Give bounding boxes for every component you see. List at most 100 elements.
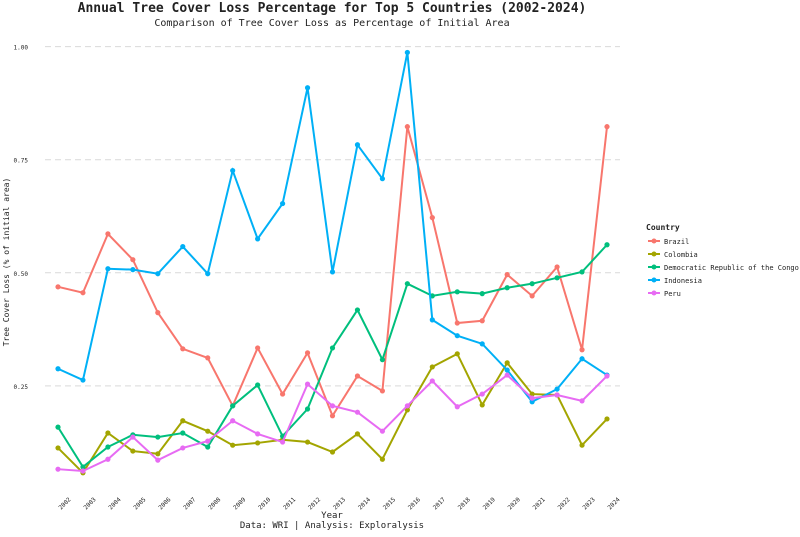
data-point (155, 434, 161, 440)
data-point (554, 386, 560, 392)
data-point (80, 290, 86, 296)
chart-title: Annual Tree Cover Loss Percentage for To… (78, 1, 587, 16)
legend-dot (651, 251, 657, 257)
data-point (504, 372, 510, 378)
x-tick-label: 2019 (482, 496, 497, 511)
data-point (329, 269, 336, 275)
x-tick-label: 2005 (132, 496, 147, 511)
data-point (354, 142, 361, 148)
data-point (230, 442, 236, 448)
data-point (329, 403, 336, 409)
data-point (55, 466, 61, 472)
y-tick-label: 0.50 (14, 271, 29, 278)
data-point (479, 402, 485, 408)
data-point (255, 431, 261, 437)
data-point (579, 442, 585, 448)
data-point (354, 307, 361, 313)
data-point (180, 243, 186, 250)
x-tick-label: 2015 (382, 496, 397, 511)
series-line (57, 373, 608, 473)
data-point (404, 49, 410, 56)
data-point (255, 345, 261, 351)
data-point (255, 382, 261, 388)
data-point (579, 269, 585, 275)
chart-subtitle: Comparison of Tree Cover Loss as Percent… (154, 18, 509, 29)
x-axis-label: Year (321, 511, 343, 521)
data-point (604, 416, 610, 422)
x-tick-label: 2012 (307, 496, 322, 511)
data-point (579, 398, 585, 404)
x-tick-label: 2024 (606, 496, 621, 511)
x-tick-label: 2014 (357, 496, 372, 511)
data-point (354, 431, 361, 437)
data-point (80, 464, 86, 470)
x-tick-label: 2007 (182, 496, 197, 511)
legend-title: Country (646, 223, 680, 232)
data-point (379, 176, 386, 182)
data-point (180, 445, 186, 451)
data-point (279, 391, 286, 397)
data-point (429, 364, 435, 370)
data-point (579, 356, 585, 362)
data-point (379, 456, 386, 462)
legend-dot (651, 277, 657, 283)
data-point (529, 391, 535, 397)
data-point (80, 377, 86, 383)
data-point (579, 347, 585, 353)
data-point (454, 333, 460, 339)
data-point (529, 281, 535, 287)
data-point (404, 124, 410, 130)
data-point (304, 406, 311, 412)
data-point (529, 293, 535, 299)
data-point (354, 409, 361, 415)
data-point (529, 399, 535, 405)
data-point (155, 457, 161, 463)
data-point (329, 345, 336, 351)
x-tick-label: 2017 (432, 496, 447, 511)
data-point (55, 366, 61, 372)
data-point (454, 351, 460, 357)
x-tick-label: 2010 (257, 496, 272, 511)
caption: Data: WRI | Analysis: Exploralysis (240, 521, 424, 531)
data-point (404, 281, 410, 287)
data-point (404, 403, 410, 409)
data-point (479, 291, 485, 297)
data-point (429, 215, 435, 221)
x-tick-label: 2004 (107, 496, 122, 511)
data-point (304, 350, 311, 356)
x-tick-label: 2022 (557, 496, 572, 511)
x-tick-label: 2016 (407, 496, 422, 511)
data-point (554, 275, 560, 281)
data-point (304, 381, 311, 387)
data-point (55, 284, 61, 290)
x-tick-label: 2023 (582, 496, 597, 511)
data-point (205, 271, 211, 277)
data-point (205, 428, 211, 434)
data-point (329, 449, 336, 455)
data-point (604, 242, 610, 248)
x-tick-label: 2020 (507, 496, 522, 511)
legend-label: Colombia (664, 251, 698, 259)
data-point (504, 360, 510, 366)
data-point (604, 373, 610, 379)
data-point (304, 439, 311, 445)
x-tick-label: 2021 (532, 496, 547, 511)
x-tick-label: 2009 (232, 496, 247, 511)
data-point (404, 407, 410, 413)
data-point (554, 264, 560, 270)
data-point (55, 424, 61, 430)
legend-label: Indonesia (664, 277, 702, 285)
data-point (105, 430, 111, 436)
data-point (329, 413, 336, 419)
data-point (255, 236, 261, 242)
data-point (180, 418, 186, 424)
data-point (379, 388, 386, 394)
data-point (205, 444, 211, 450)
data-point (379, 428, 386, 434)
x-tick-label: 2008 (207, 496, 222, 511)
x-tick-label: 2002 (57, 496, 72, 511)
data-point (105, 456, 111, 462)
data-point (130, 267, 136, 273)
